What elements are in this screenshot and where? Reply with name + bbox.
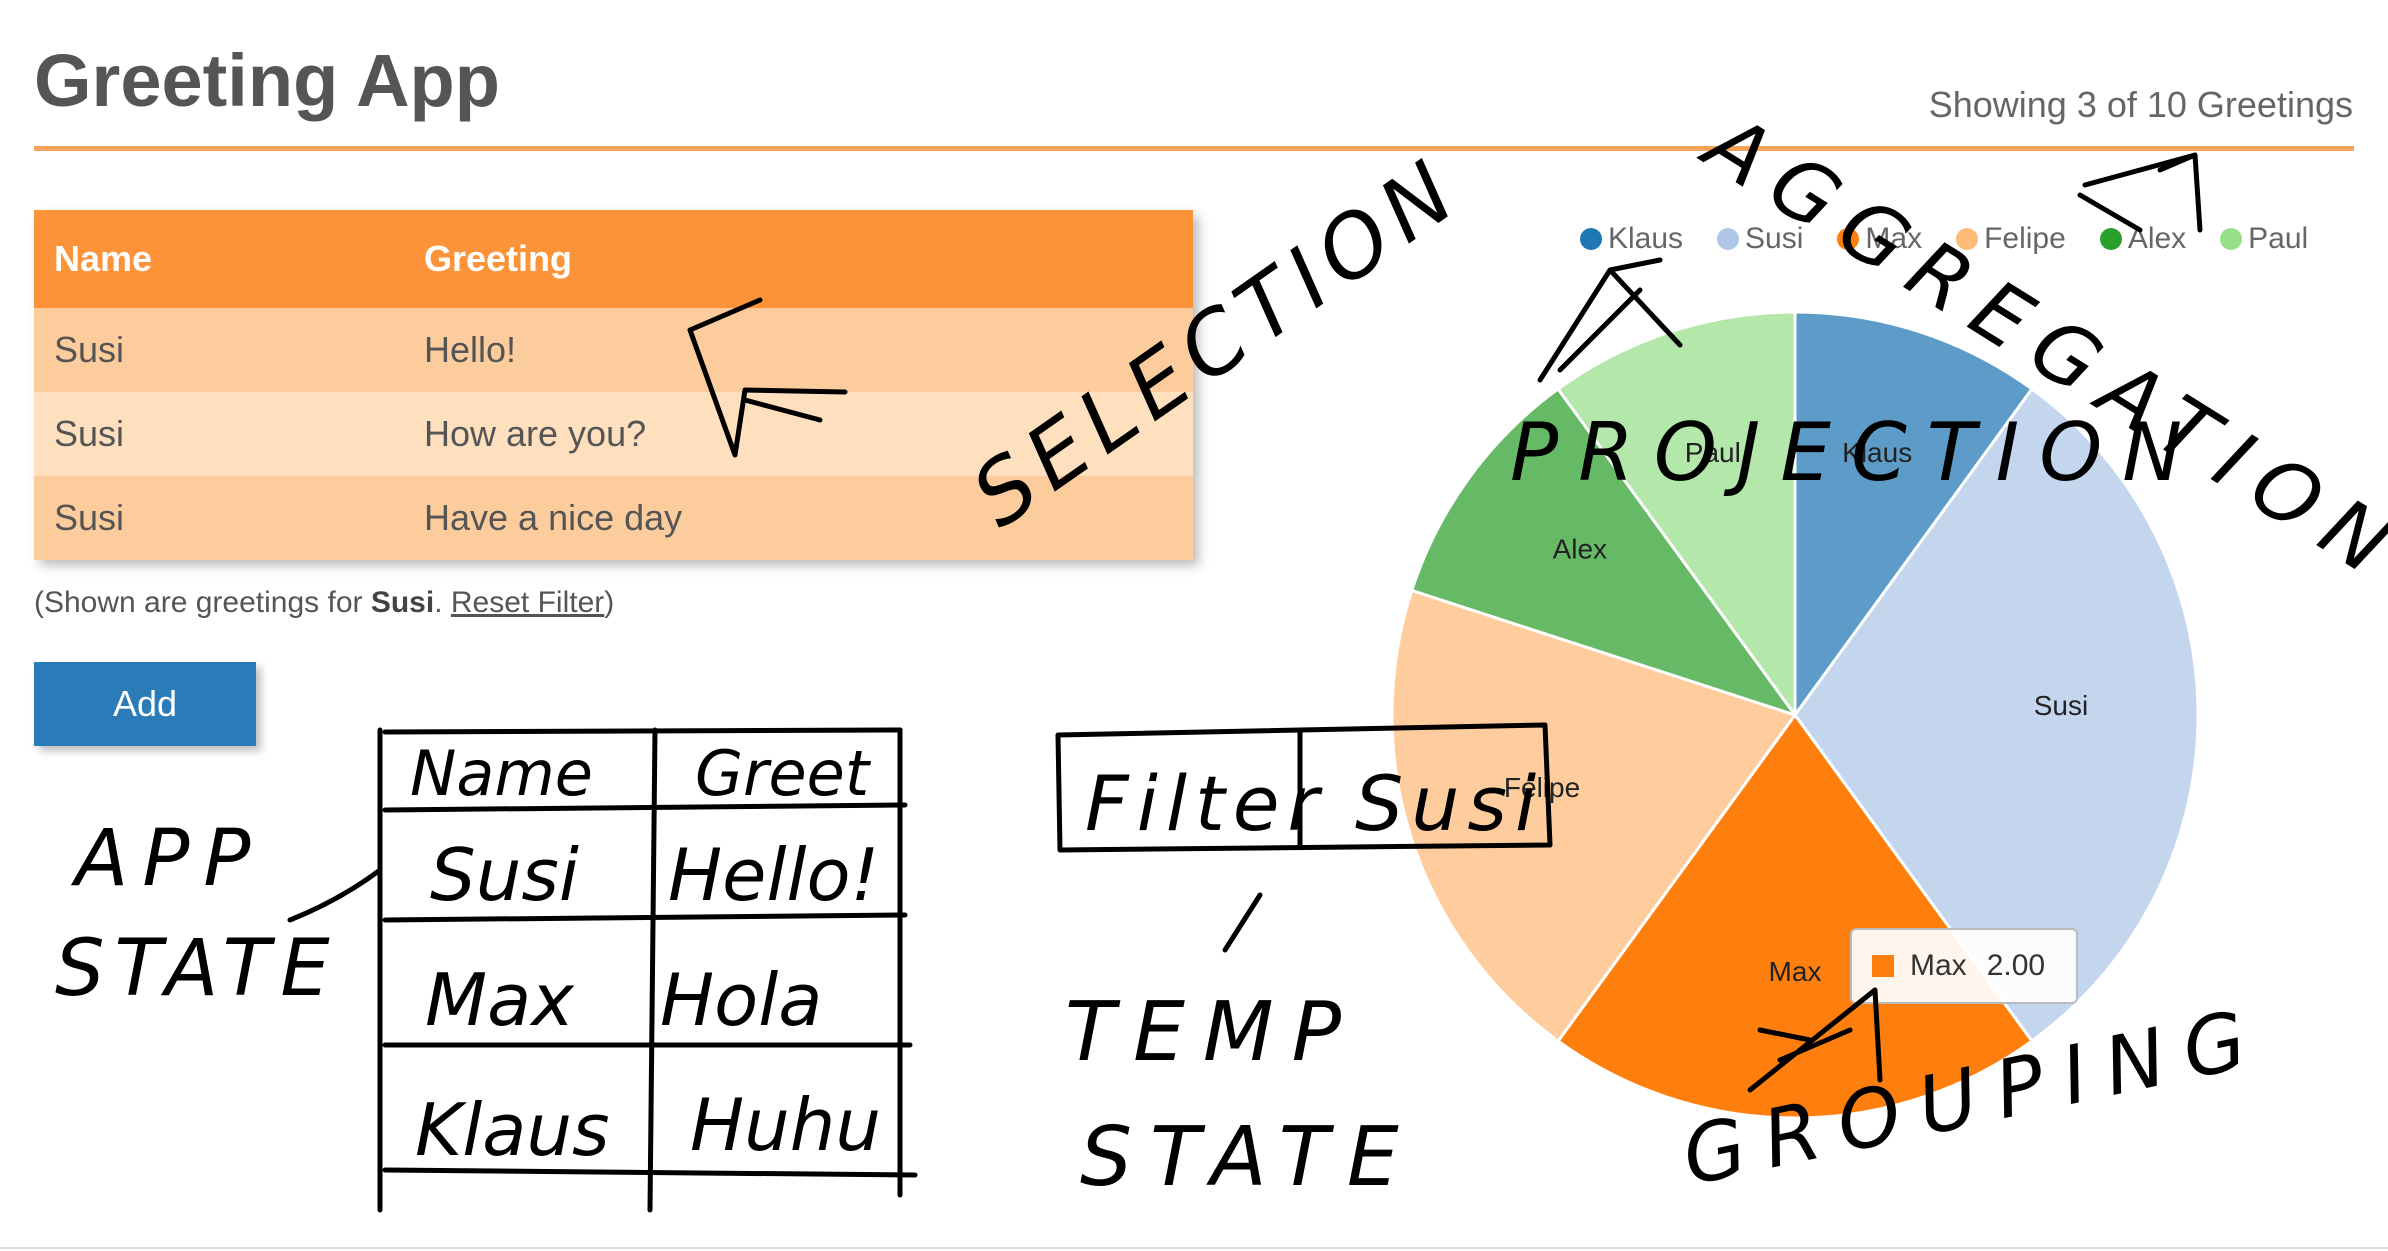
legend-label: Susi bbox=[1745, 222, 1804, 255]
greeting-count-label: Showing 3 of 10 Greetings bbox=[1928, 84, 2353, 125]
filter-note-suffix: ) bbox=[604, 586, 615, 619]
pie-slice-klaus[interactable] bbox=[1793, 310, 2034, 720]
legend-dot bbox=[2099, 228, 2122, 250]
pie-slice-label: Alex bbox=[1553, 534, 1607, 565]
pie-slice-label: Max bbox=[1769, 956, 1822, 987]
bottom-divider bbox=[0, 1247, 2388, 1249]
column-header-greeting[interactable]: Greeting bbox=[404, 210, 1193, 308]
tooltip-value: 2.00 bbox=[1986, 949, 2046, 982]
pie-slice-label: Susi bbox=[2034, 690, 2088, 721]
legend-dot bbox=[1580, 228, 1602, 250]
chart-tooltip: Max 2.00 bbox=[1850, 928, 2078, 1004]
legend-item-klaus[interactable]: Klaus bbox=[1580, 222, 1683, 256]
add-button[interactable]: Add bbox=[34, 662, 256, 746]
pie-slices bbox=[1390, 310, 2200, 1120]
legend-label: Max bbox=[1865, 222, 1923, 255]
pie-slice-label: Felipe bbox=[1504, 772, 1580, 803]
chart-legend: Klaus Susi Max Felipe Alex Paul bbox=[1580, 222, 2342, 256]
tooltip-swatch bbox=[1872, 955, 1894, 977]
cell-name: Susi bbox=[34, 392, 404, 476]
cell-greeting: Have a nice day bbox=[404, 476, 1193, 560]
tooltip-label: Max bbox=[1910, 949, 1967, 982]
pie-slice-label: Paul bbox=[1685, 437, 1741, 468]
legend-label: Alex bbox=[2127, 222, 2187, 255]
table-header-row: Name Greeting bbox=[34, 210, 1193, 308]
reset-filter-link[interactable]: Reset Filter bbox=[450, 586, 605, 619]
legend-label: Paul bbox=[2248, 222, 2309, 255]
legend-label: Klaus bbox=[1608, 222, 1684, 255]
page-title: Greeting App bbox=[34, 39, 500, 122]
legend-item-felipe[interactable]: Felipe bbox=[1956, 222, 2066, 256]
legend-item-susi[interactable]: Susi bbox=[1717, 222, 1803, 256]
filter-note-separator: . bbox=[434, 586, 451, 619]
legend-dot bbox=[1717, 228, 1740, 250]
cell-name: Susi bbox=[34, 308, 404, 392]
pie-slice-max[interactable] bbox=[1556, 712, 2034, 1120]
column-header-name[interactable]: Name bbox=[34, 210, 404, 308]
pie-slice-label: Klaus bbox=[1842, 437, 1912, 468]
legend-dot bbox=[2220, 228, 2243, 250]
pie-slice-susi[interactable] bbox=[1793, 386, 2200, 1044]
filter-name: Susi bbox=[370, 586, 435, 619]
legend-label: Felipe bbox=[1984, 222, 2066, 255]
filter-note-prefix: (Shown are greetings for bbox=[34, 586, 371, 619]
legend-item-alex[interactable]: Alex bbox=[2099, 222, 2187, 256]
table-row[interactable]: Susi Have a nice day bbox=[34, 476, 1193, 560]
pie-slice-alex[interactable] bbox=[1409, 386, 1799, 718]
legend-item-max[interactable]: Max bbox=[1837, 222, 1922, 256]
cell-name: Susi bbox=[34, 476, 404, 560]
filter-note: (Shown are greetings for Susi. Reset Fil… bbox=[34, 586, 614, 620]
legend-item-paul[interactable]: Paul bbox=[2220, 222, 2308, 256]
header-divider bbox=[34, 146, 2354, 151]
legend-dot bbox=[1956, 228, 1979, 250]
legend-dot bbox=[1837, 228, 1860, 250]
